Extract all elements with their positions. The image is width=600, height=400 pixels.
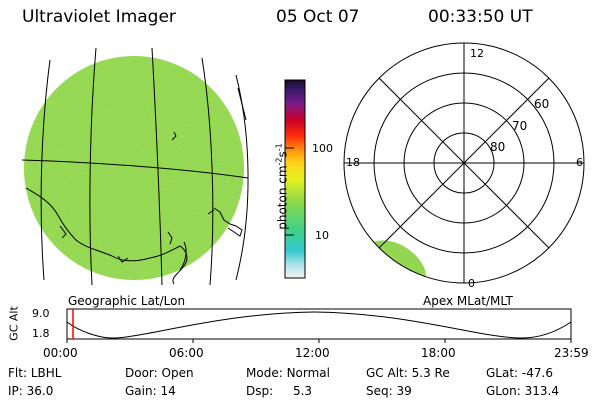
altitude-ymax: 9.0 — [32, 307, 50, 320]
info-seq: Seq: 39 — [366, 385, 412, 397]
dsp-value: 5.3 — [292, 384, 313, 398]
left-panel-label: Geographic Lat/Lon — [68, 294, 186, 308]
seq-label: Seq: — [366, 384, 393, 398]
gain-label: Gain: — [125, 384, 157, 398]
polar-diagonal-2 — [378, 77, 550, 249]
gain-value: 14 — [160, 384, 176, 398]
geographic-image — [22, 47, 249, 285]
altitude-ylabel: GC Alt — [7, 306, 21, 341]
info-dsp: Dsp: 5.3 — [246, 385, 312, 397]
glat-value: -47.6 — [521, 366, 553, 380]
time-tick-0000: 00:00 — [43, 346, 78, 360]
info-glon: GLon: 313.4 — [486, 385, 559, 397]
time-tick-1200: 12:00 — [295, 346, 330, 360]
lat-label-80: 80 — [490, 140, 506, 154]
time-tick-0600: 06:00 — [169, 346, 204, 360]
time-tick-1800: 18:00 — [421, 346, 456, 360]
gcalt-value: 5.3 Re — [411, 366, 450, 380]
polar-plot — [343, 42, 585, 284]
info-gcalt: GC Alt: 5.3 Re — [366, 367, 450, 379]
mlt-label-12: 12 — [470, 47, 484, 60]
geo-grid — [22, 47, 249, 285]
info-mode: Mode: Normal — [246, 367, 330, 379]
glat-label: GLat: — [486, 366, 519, 380]
info-door: Door: Open — [125, 367, 194, 379]
glon-value: 313.4 — [524, 384, 559, 398]
info-filter: Flt: LBHL — [8, 367, 61, 379]
coastlines — [25, 131, 243, 285]
altitude-curve — [66, 311, 572, 339]
ip-value: 36.0 — [26, 384, 54, 398]
dsp-label: Dsp: — [246, 384, 274, 398]
flt-label: Flt: — [8, 366, 27, 380]
instrument-title: Ultraviolet Imager — [22, 7, 176, 27]
colorbar — [284, 79, 306, 279]
right-panel-label: Apex MLat/MLT — [423, 294, 513, 308]
colorbar-unit-exp2: -1 — [274, 143, 284, 152]
lat-label-70: 70 — [512, 119, 528, 133]
mode-value: Normal — [286, 366, 330, 380]
header-time: 00:33:50 UT — [428, 7, 533, 27]
altitude-strip — [66, 308, 572, 343]
lat-label-60: 60 — [534, 97, 550, 111]
glon-label: GLon: — [486, 384, 521, 398]
mode-label: Mode: — [246, 366, 283, 380]
altitude-ymin: 1.8 — [32, 327, 50, 340]
mlt-label-18: 18 — [346, 156, 360, 169]
mlt-label-6: 6 — [576, 156, 583, 169]
time-tick-2359: 23:59 — [554, 346, 589, 360]
door-label: Door: — [125, 366, 158, 380]
colorbar-tick-100: 100 — [312, 142, 333, 155]
info-ip: IP: 36.0 — [8, 385, 53, 397]
header-date: 05 Oct 07 — [276, 7, 360, 27]
colorbar-unit-prefix: photon cm — [275, 165, 290, 230]
info-gain: Gain: 14 — [125, 385, 176, 397]
colorbar-tick-10: 10 — [315, 229, 329, 242]
gcalt-label: GC Alt: — [366, 366, 408, 380]
colorbar-unit-mid: s — [275, 151, 290, 158]
colorbar-unit-exp1: -2 — [274, 157, 284, 166]
ip-label: IP: — [8, 384, 23, 398]
info-glat: GLat: -47.6 — [486, 367, 553, 379]
flt-value: LBHL — [30, 366, 62, 380]
seq-value: 39 — [396, 384, 412, 398]
door-value: Open — [161, 366, 194, 380]
colorbar-unit-label: photon cm-2s-1 — [274, 127, 290, 247]
mlt-label-0: 0 — [468, 277, 475, 290]
